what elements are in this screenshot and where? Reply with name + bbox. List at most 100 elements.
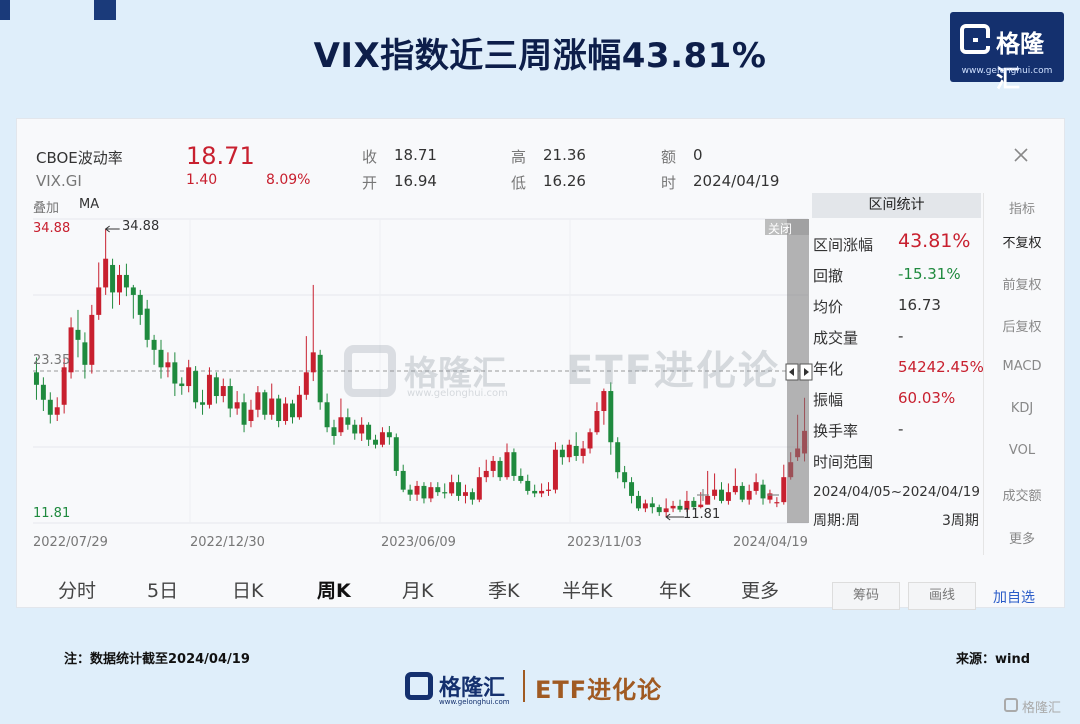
period-tab[interactable]: 年K [659, 580, 691, 602]
candle-body [594, 411, 600, 433]
watermark-url: www.gelonghui.com [407, 388, 508, 399]
candle-body [220, 386, 226, 397]
candle-body [172, 362, 178, 384]
candle-body [144, 308, 150, 340]
candle-body [656, 507, 662, 513]
low-label: 低 [511, 174, 527, 192]
corner-decoration [0, 0, 10, 20]
period-tab[interactable]: 日K [232, 580, 264, 602]
footer-logo-icon [405, 672, 433, 700]
candle-body [546, 489, 552, 491]
candle-body [269, 398, 275, 415]
close-value: 18.71 [394, 146, 437, 164]
candle-body [248, 409, 254, 421]
close-icon[interactable] [1012, 146, 1030, 164]
candle-body [103, 258, 109, 288]
candle-body [573, 445, 579, 456]
candle-body [393, 437, 399, 471]
period-tab[interactable]: 5日 [147, 580, 179, 602]
range-handle-right-icon [804, 368, 809, 376]
candle-body [352, 424, 358, 434]
range-close-tag [765, 219, 809, 235]
candle-body [490, 460, 496, 471]
candle-body [414, 485, 420, 495]
stats-value: 43.81% [898, 230, 971, 252]
candle-body [227, 386, 233, 409]
price-change: 1.40 [186, 172, 218, 188]
overlay-button[interactable]: 叠加 [33, 201, 60, 216]
ma-button[interactable]: MA [79, 197, 100, 212]
stats-value: 54242.45% [898, 358, 984, 376]
candle-body [712, 489, 718, 496]
candle-body [677, 505, 683, 510]
candle-body [698, 504, 704, 508]
amount-label: 额 [661, 148, 677, 166]
period-tab[interactable]: 月K [402, 580, 434, 602]
candle-body [400, 470, 406, 490]
candle-body [442, 492, 448, 494]
candle-body [518, 475, 524, 481]
candle-body [61, 367, 67, 405]
amount-value: 0 [693, 146, 703, 164]
candle-body [456, 482, 462, 496]
add-watchlist-button[interactable]: 加自选 [993, 590, 1035, 606]
period-tab[interactable]: 季K [488, 580, 520, 602]
stats-range: 2024/04/05~2024/04/19 [813, 484, 980, 500]
watermark-etf: ETF进化论 [566, 348, 780, 394]
y-axis-mid: 23.35 [33, 353, 71, 368]
candle-body [629, 482, 635, 496]
period-tab[interactable]: 更多 [741, 580, 780, 602]
period-tab[interactable]: 半年K [562, 580, 613, 602]
stats-value: 16.73 [898, 296, 941, 314]
candle-body [179, 383, 185, 387]
candle-body [89, 314, 95, 365]
low-value: 16.26 [543, 172, 586, 190]
candle-body [338, 417, 344, 433]
side-menu-item[interactable]: 成交额 [1002, 489, 1042, 504]
footer-brand-name: 格隆汇 [439, 676, 506, 701]
candle-body [47, 399, 53, 415]
stats-value: -15.31% [898, 265, 961, 283]
candle-body [753, 482, 759, 491]
stats-period-value: 3周期 [942, 513, 979, 529]
side-menu-item[interactable]: 不复权 [1002, 236, 1042, 251]
candle-body [608, 391, 614, 443]
stats-value: - [898, 420, 904, 438]
candle-body [532, 490, 538, 494]
min-marker-label: 11.81 [683, 507, 721, 522]
candle-body [310, 352, 316, 373]
y-axis-max: 34.88 [33, 221, 71, 236]
draw-line-button[interactable]: 画线 [908, 582, 976, 610]
candle-body [331, 427, 337, 436]
side-menu-item[interactable]: 后复权 [1002, 320, 1042, 335]
side-menu-item[interactable]: VOL [1008, 443, 1036, 458]
candle-body [40, 384, 46, 400]
candle-body [649, 503, 655, 508]
side-menu-item[interactable]: KDJ [1010, 401, 1034, 416]
y-axis-min: 11.81 [33, 506, 71, 521]
period-tab[interactable]: 分时 [58, 580, 97, 602]
candle-body [158, 349, 164, 368]
candle-body [130, 287, 136, 295]
time-value: 2024/04/19 [693, 172, 780, 190]
candle-body [117, 274, 122, 293]
candle-body [206, 374, 212, 405]
side-menu-item[interactable]: 前复权 [1002, 278, 1042, 293]
range-handle-left-icon [789, 368, 794, 376]
stats-label: 振幅 [813, 391, 844, 409]
side-menu-item[interactable]: MACD [1002, 359, 1042, 374]
stats-label: 均价 [813, 298, 844, 316]
brand-name: 格隆汇 [996, 30, 1044, 93]
footer-divider [523, 670, 525, 702]
candle-body [552, 449, 558, 490]
candle-body [54, 407, 60, 415]
open-label: 开 [362, 174, 378, 192]
period-tab[interactable]: 周K [317, 580, 351, 602]
source-note: 来源：wind [956, 652, 1031, 667]
candle-body [483, 470, 489, 478]
close-range-button[interactable]: 关闭 [768, 222, 793, 236]
chips-button[interactable]: 筹码 [832, 582, 900, 610]
side-menu-item[interactable]: 更多 [1008, 532, 1035, 547]
watermark-brand: 格隆汇 [404, 354, 506, 394]
